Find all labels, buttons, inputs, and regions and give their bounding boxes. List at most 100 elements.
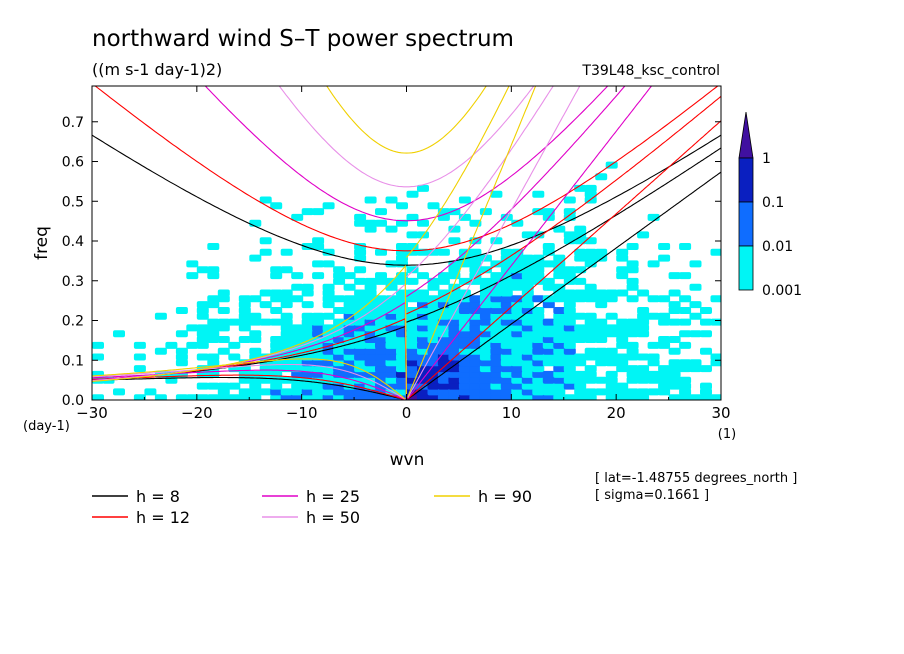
- spectrum-cell: [595, 336, 608, 343]
- spectrum-cell: [207, 272, 220, 280]
- spectrum-cell: [301, 289, 314, 297]
- spectrum-cell: [574, 225, 587, 233]
- spectrum-cell: [595, 301, 608, 309]
- spectrum-cell: [354, 394, 367, 400]
- spectrum-cell: [490, 237, 503, 245]
- spectrum-cell: [532, 388, 545, 396]
- y-tick-label: 0.6: [62, 155, 84, 171]
- spectrum-cell: [364, 277, 377, 285]
- spectrum-cell: [396, 353, 408, 361]
- spectrum-cell: [364, 301, 377, 309]
- spectrum-cell: [500, 370, 513, 378]
- spectrum-cell: [385, 347, 398, 355]
- spectrum-cell: [217, 307, 230, 314]
- spectrum-cell: [354, 254, 367, 262]
- spectrum-cell: [563, 376, 576, 384]
- spectrum-cell: [668, 336, 681, 343]
- spectrum-cell: [521, 388, 534, 396]
- spectrum-cell: [616, 359, 629, 367]
- spectrum-cell: [270, 202, 283, 210]
- spectrum-cell: [469, 295, 482, 303]
- spectrum-cell: [354, 301, 367, 309]
- dispersion-curve: [406, 86, 626, 297]
- spectrum-cell: [207, 330, 220, 338]
- y-tick-label: 0.1: [62, 353, 84, 369]
- spectrum-cell: [406, 190, 419, 198]
- spectrum-cell: [396, 359, 408, 367]
- spectrum-cell: [354, 370, 367, 378]
- dispersion-curve: [92, 264, 408, 400]
- spectrum-cell: [113, 330, 125, 338]
- spectrum-cell: [196, 382, 209, 390]
- spectrum-cell: [574, 231, 587, 239]
- spectrum-cell: [238, 388, 251, 396]
- spectrum-cell: [668, 365, 681, 373]
- spectrum-cell: [584, 295, 597, 303]
- spectrum-cell: [186, 341, 199, 349]
- spectrum-cell: [291, 295, 304, 303]
- spectrum-cell: [605, 376, 618, 384]
- spectrum-cell: [542, 283, 555, 291]
- dispersion-curve: [204, 86, 609, 222]
- spectrum-cell: [270, 307, 283, 314]
- spectrum-cell: [437, 376, 450, 384]
- spectrum-cell: [584, 347, 597, 355]
- spectrum-cell: [448, 301, 461, 309]
- spectrum-cell: [280, 266, 293, 274]
- spectrum-cell: [448, 347, 461, 355]
- spectrum-cell: [553, 341, 566, 349]
- spectrum-cell: [437, 341, 450, 349]
- spectrum-cell: [563, 237, 576, 245]
- spectrum-cell: [458, 382, 471, 390]
- y-tick-label: 0.0: [62, 393, 84, 409]
- spectrum-cell: [637, 318, 650, 326]
- spectrum-cell: [511, 370, 524, 378]
- spectrum-cell: [448, 208, 461, 216]
- spectrum-cell: [605, 370, 618, 378]
- spectrum-cell: [490, 301, 503, 309]
- spectrum-cell: [532, 347, 545, 355]
- spectrum-cell: [574, 394, 587, 400]
- spectrum-cell: [469, 370, 482, 378]
- spectrum-cell: [385, 376, 398, 384]
- spectrum-cell: [668, 370, 681, 378]
- x-axis-unit: (1): [718, 427, 736, 442]
- spectrum-cell: [521, 254, 534, 262]
- spectrum-cell: [238, 376, 251, 384]
- spectrum-cell: [595, 359, 608, 367]
- spectrum-cell: [207, 336, 220, 343]
- spectrum-cell: [354, 312, 367, 320]
- spectrum-cell: [458, 330, 471, 338]
- spectrum-cell: [563, 312, 576, 320]
- spectrum-cell: [511, 359, 524, 367]
- spectrum-cell: [228, 318, 241, 326]
- spectrum-cell: [228, 353, 241, 361]
- spectrum-cell: [291, 370, 304, 378]
- spectrum-cell: [437, 382, 450, 390]
- spectrum-cell: [291, 382, 304, 390]
- spectrum-cell: [521, 272, 534, 280]
- spectrum-cell: [521, 324, 534, 332]
- spectrum-cell: [490, 318, 503, 326]
- spectrum-cell: [532, 365, 545, 373]
- spectrum-cell: [312, 237, 325, 245]
- spectrum-cell: [280, 336, 293, 343]
- spectrum-cell: [500, 272, 513, 280]
- spectrum-cell: [333, 277, 346, 285]
- spectrum-cell: [406, 318, 419, 326]
- spectrum-cell: [427, 295, 440, 303]
- spectrum-cell: [605, 330, 618, 338]
- spectrum-cell: [133, 394, 146, 400]
- spectrum-cell: [385, 260, 398, 268]
- spectrum-cell: [532, 318, 545, 326]
- spectrum-cell: [364, 324, 377, 332]
- spectrum-cell: [322, 301, 335, 309]
- spectrum-cell: [521, 359, 534, 367]
- spectrum-cell: [437, 312, 450, 320]
- spectrum-cell: [532, 266, 545, 274]
- spectrum-cell: [396, 254, 408, 262]
- spectrum-cell: [186, 272, 199, 280]
- spectrum-cell: [427, 341, 440, 349]
- spectrum-cell: [458, 394, 471, 400]
- spectrum-cell: [626, 388, 639, 396]
